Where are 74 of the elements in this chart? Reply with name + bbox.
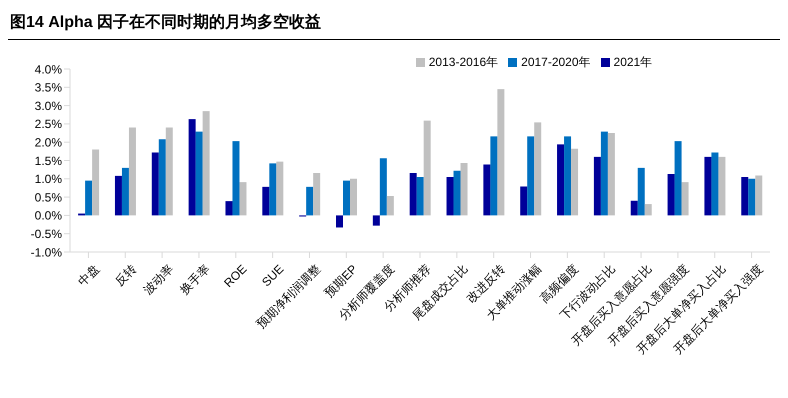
bar bbox=[711, 152, 718, 216]
bar bbox=[600, 132, 608, 216]
bar bbox=[188, 119, 196, 216]
y-tick-label: 0.0% bbox=[34, 208, 62, 223]
bar bbox=[202, 111, 210, 216]
bar bbox=[608, 133, 615, 216]
bar bbox=[269, 163, 276, 216]
bar bbox=[416, 176, 424, 216]
bar bbox=[350, 178, 357, 216]
bar bbox=[704, 156, 712, 216]
bar bbox=[594, 156, 601, 216]
bar bbox=[527, 136, 534, 216]
bar bbox=[85, 180, 92, 216]
x-tick-label: 波动率 bbox=[140, 262, 176, 298]
bar bbox=[196, 132, 203, 216]
legend-label: 2021年 bbox=[614, 55, 652, 69]
bar bbox=[158, 139, 166, 216]
bar bbox=[152, 152, 159, 216]
bar bbox=[644, 204, 652, 216]
bar bbox=[630, 200, 638, 216]
y-tick-label: 4.0% bbox=[34, 62, 62, 76]
bar bbox=[410, 172, 417, 216]
bar bbox=[741, 176, 748, 216]
bar bbox=[454, 170, 461, 216]
bar bbox=[483, 164, 490, 216]
x-tick-label: 换手率 bbox=[177, 262, 213, 298]
y-tick-label: 3.0% bbox=[34, 98, 62, 113]
bar bbox=[638, 168, 645, 216]
bar bbox=[682, 182, 689, 216]
bar bbox=[557, 144, 564, 216]
bar bbox=[424, 120, 431, 216]
bar bbox=[166, 128, 173, 216]
bar bbox=[336, 215, 343, 228]
y-tick-label: 1.5% bbox=[34, 154, 62, 168]
bar bbox=[239, 182, 246, 216]
y-tick-label: 2.0% bbox=[34, 135, 62, 150]
bar bbox=[571, 148, 578, 216]
y-tick-label: -0.5% bbox=[30, 226, 62, 241]
bar bbox=[748, 178, 756, 216]
bar bbox=[262, 186, 270, 216]
bar bbox=[276, 162, 284, 216]
bar bbox=[380, 158, 387, 216]
x-tick-label: 中盘 bbox=[75, 262, 102, 289]
bar bbox=[497, 89, 504, 216]
bar bbox=[674, 141, 682, 216]
bar bbox=[386, 196, 394, 216]
y-tick-label: 1.0% bbox=[34, 172, 62, 186]
bar bbox=[460, 163, 468, 216]
bar bbox=[668, 174, 675, 216]
bar bbox=[92, 150, 100, 216]
bar bbox=[372, 215, 380, 226]
bar bbox=[534, 122, 542, 216]
y-tick-label: 3.5% bbox=[34, 80, 62, 95]
bar bbox=[564, 136, 572, 216]
bar bbox=[520, 186, 528, 216]
y-tick-label: 0.5% bbox=[34, 190, 62, 204]
x-tick-label: 反转 bbox=[112, 262, 140, 289]
bar bbox=[128, 128, 136, 216]
bar bbox=[225, 201, 232, 216]
bar bbox=[114, 176, 122, 216]
legend-label: 2017-2020年 bbox=[521, 55, 591, 69]
bar bbox=[755, 176, 762, 216]
bar bbox=[122, 168, 129, 216]
y-tick-label: -1.0% bbox=[30, 245, 62, 260]
bar bbox=[490, 136, 498, 216]
chart-title: 图14 Alpha 因子在不同时期的月均多空收益 bbox=[8, 8, 780, 40]
bar bbox=[306, 186, 314, 216]
bar bbox=[343, 180, 350, 216]
y-tick-label: 2.5% bbox=[34, 117, 62, 132]
bar bbox=[718, 156, 726, 216]
legend-label: 2013-2016年 bbox=[428, 55, 498, 69]
bar bbox=[446, 176, 454, 216]
bar bbox=[232, 141, 240, 216]
bar bbox=[313, 172, 320, 216]
